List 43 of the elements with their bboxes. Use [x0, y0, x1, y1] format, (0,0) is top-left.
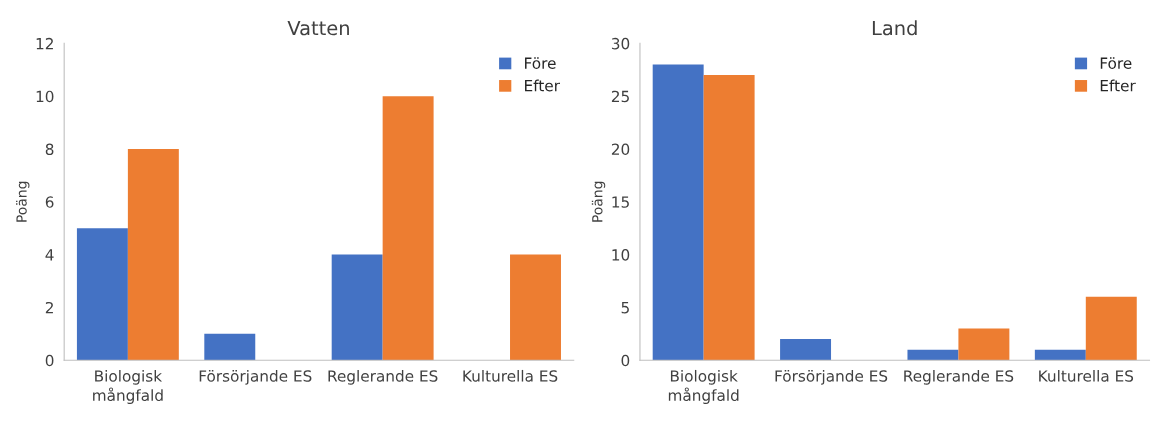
bar — [958, 328, 1010, 361]
x-tick-label: Biologisk mångfald — [93, 369, 163, 404]
y-tick-label: 25 — [611, 90, 629, 103]
x-tick-label: Kulturella ES — [463, 369, 558, 382]
y-axis-title: Poäng — [591, 181, 606, 222]
bar — [1034, 349, 1086, 361]
y-tick-label: 10 — [612, 249, 630, 261]
legend-label: Efter — [525, 79, 560, 92]
bar — [907, 349, 959, 361]
y-tick-label: 0 — [621, 354, 630, 367]
y-tick-label: 2 — [45, 301, 53, 314]
chart-title: Vatten — [287, 20, 349, 36]
y-axis-title: Poäng — [16, 181, 30, 222]
x-tick-label: Försörjande ES — [775, 369, 888, 385]
x-tick-label: Försörjande ES — [199, 369, 312, 385]
bar — [1085, 296, 1137, 361]
y-tick-label: 8 — [45, 143, 54, 156]
bar — [510, 254, 561, 361]
bar — [204, 333, 256, 361]
y-tick-label: 15 — [612, 196, 629, 208]
legend-label: Efter — [1100, 79, 1136, 92]
bar — [331, 254, 383, 361]
chart-title: Land — [872, 20, 917, 36]
y-tick-label: 10 — [36, 90, 54, 103]
y-tick-label: 5 — [621, 302, 629, 314]
y-tick-label: 30 — [611, 37, 630, 50]
bar — [127, 149, 179, 361]
x-tick-label: Kulturella ES — [1039, 369, 1134, 382]
bar — [382, 96, 434, 361]
y-tick-label: 12 — [36, 37, 53, 50]
x-tick-label: Reglerande ES — [328, 369, 438, 385]
x-tick-label: Biologisk mångfald — [668, 369, 739, 404]
y-tick-label: 6 — [45, 196, 54, 208]
y-tick-label: 4 — [45, 249, 54, 261]
bar — [76, 228, 128, 361]
x-tick-label: Reglerande ES — [904, 369, 1014, 385]
y-tick-label: 20 — [611, 143, 630, 156]
legend-label: Före — [525, 57, 556, 69]
bar — [780, 339, 832, 361]
bar — [703, 75, 755, 361]
y-tick-label: 0 — [45, 354, 54, 367]
bar — [652, 64, 704, 361]
legend-label: Före — [1100, 57, 1132, 69]
